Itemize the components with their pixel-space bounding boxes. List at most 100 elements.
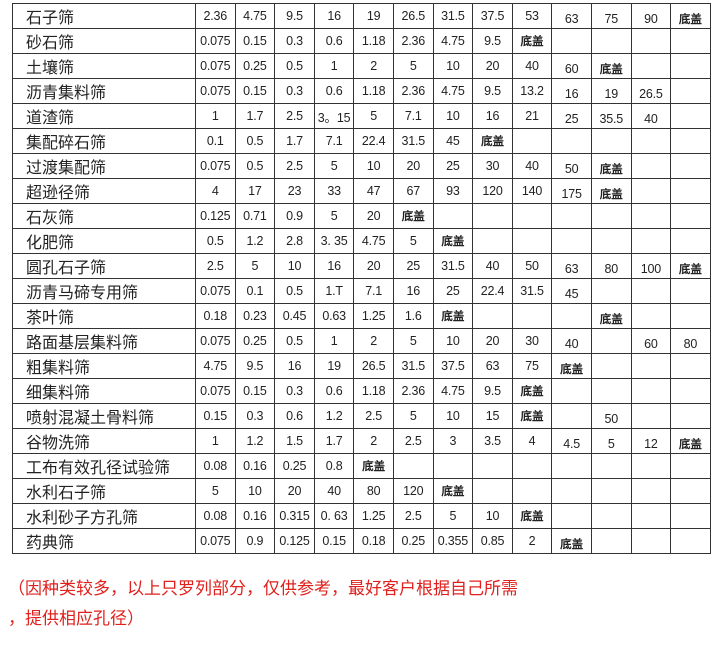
table-row: 路面基层集料筛 0.075 0.25 0.5 1 2 5 10 20 30 40 60 80: [12, 328, 711, 354]
aperture-cell: 5: [392, 403, 434, 429]
aperture-cell: [590, 478, 632, 504]
aperture-cell: 40: [472, 253, 513, 279]
aperture-cell: [551, 28, 592, 54]
aperture-cell: 9.5: [472, 78, 513, 104]
aperture-cell: 7.1: [392, 103, 434, 129]
aperture-cell: [432, 203, 474, 229]
aperture-cell: 3.5: [472, 428, 513, 454]
table-row: 工布有效孔径试验筛 0.08 0.16 0.25 0.8 底盖: [12, 453, 711, 479]
aperture-cell: 0.3: [274, 78, 315, 104]
aperture-cell: 35.5: [590, 103, 632, 129]
aperture-cell: [590, 203, 632, 229]
aperture-cell: 5: [353, 103, 394, 129]
aperture-cell: [551, 403, 592, 429]
aperture-cell: 0.3: [274, 28, 315, 54]
aperture-cell: [590, 228, 632, 254]
aperture-cell: [590, 528, 632, 554]
aperture-cell: 9.5: [472, 28, 513, 54]
aperture-cell: [630, 228, 672, 254]
aperture-cell: 0.5: [234, 153, 276, 179]
aperture-cell: [472, 453, 513, 479]
aperture-cell: 2.5: [274, 153, 315, 179]
aperture-cell: 0.3: [274, 378, 315, 404]
aperture-cell: 底盖: [590, 153, 632, 179]
aperture-cell: 1: [313, 53, 355, 79]
aperture-cell: 25: [551, 103, 592, 129]
aperture-cell: 75: [590, 3, 632, 29]
aperture-cell: 2: [353, 428, 394, 454]
aperture-cell: [670, 153, 711, 179]
aperture-cell: 10: [353, 153, 394, 179]
sieve-type-name: 土壤筛: [12, 53, 196, 79]
aperture-cell: [511, 478, 553, 504]
aperture-cell: 13.2: [511, 78, 553, 104]
aperture-cell: 0.075: [195, 378, 236, 404]
aperture-cell: 67: [392, 178, 434, 204]
aperture-cell: 31.5: [432, 3, 474, 29]
table-row: 道渣筛 1 1.7 2.5 3。15 5 7.1 10 16 21 25 35.5 40: [12, 103, 711, 129]
aperture-cell: [472, 228, 513, 254]
aperture-cell: 1.25: [353, 303, 394, 329]
aperture-cell: 175: [551, 178, 592, 204]
aperture-cell: 60: [630, 328, 672, 354]
aperture-cell: 0.075: [195, 78, 236, 104]
sieve-type-name: 圆孔石子筛: [12, 253, 196, 279]
aperture-cell: 63: [551, 253, 592, 279]
sieve-type-name: 茶叶筛: [12, 303, 196, 329]
aperture-cell: 17: [234, 178, 276, 204]
aperture-cell: 底盖: [432, 228, 474, 254]
aperture-cell: 1.18: [353, 378, 394, 404]
table-row: 过渡集配筛 0.075 0.5 2.5 5 10 20 25 30 40 50 底盖: [12, 153, 711, 179]
aperture-cell: 26.5: [353, 353, 394, 379]
aperture-cell: 4.5: [551, 428, 592, 454]
aperture-cell: 0.23: [234, 303, 276, 329]
aperture-cell: 53: [511, 3, 553, 29]
table-row: 谷物洗筛 1 1.2 1.5 1.7 2 2.5 3 3.5 4 4.5 5 12 底盖: [12, 428, 711, 454]
aperture-cell: [511, 303, 553, 329]
aperture-cell: 0.45: [274, 303, 315, 329]
aperture-cell: [630, 353, 672, 379]
sieve-type-name: 砂石筛: [12, 28, 196, 54]
table-row: 沥青马碲专用筛 0.075 0.1 0.5 1.T 7.1 16 25 22.4 31.5 45: [12, 278, 711, 304]
aperture-cell: 2: [511, 528, 553, 554]
aperture-cell: 底盖: [432, 478, 474, 504]
aperture-cell: 9.5: [274, 3, 315, 29]
aperture-cell: 0.6: [313, 78, 355, 104]
aperture-cell: 0.6: [313, 28, 355, 54]
aperture-cell: 0.15: [234, 78, 276, 104]
table-row: 喷射混凝土骨料筛 0.15 0.3 0.6 1.2 2.5 5 10 15 底盖 50: [12, 403, 711, 429]
aperture-cell: 45: [432, 128, 474, 154]
aperture-cell: 31.5: [392, 128, 434, 154]
aperture-cell: 0.075: [195, 328, 236, 354]
aperture-cell: [432, 453, 474, 479]
aperture-cell: 50: [551, 153, 592, 179]
aperture-cell: [630, 178, 672, 204]
aperture-cell: 26.5: [630, 78, 672, 104]
aperture-cell: 0.25: [234, 328, 276, 354]
aperture-cell: [630, 503, 672, 529]
sieve-type-name: 集配碎石筛: [12, 128, 196, 154]
aperture-cell: [630, 378, 672, 404]
aperture-cell: [590, 378, 632, 404]
aperture-cell: 37.5: [432, 353, 474, 379]
aperture-cell: [630, 28, 672, 54]
aperture-cell: 40: [511, 153, 553, 179]
aperture-cell: 0. 63: [313, 503, 355, 529]
aperture-cell: 0.6: [274, 403, 315, 429]
sieve-type-name: 沥青马碲专用筛: [12, 278, 196, 304]
aperture-cell: [630, 203, 672, 229]
sieve-type-name: 喷射混凝土骨料筛: [12, 403, 196, 429]
aperture-cell: [630, 53, 672, 79]
aperture-cell: 1.7: [234, 103, 276, 129]
aperture-cell: 底盖: [511, 378, 553, 404]
table-row: 集配碎石筛 0.1 0.5 1.7 7.1 22.4 31.5 45 底盖: [12, 128, 711, 154]
aperture-cell: 底盖: [392, 203, 434, 229]
aperture-cell: [670, 28, 711, 54]
aperture-cell: 37.5: [472, 3, 513, 29]
aperture-cell: [670, 478, 711, 504]
aperture-cell: 1.2: [313, 403, 355, 429]
sieve-type-name: 药典筛: [12, 528, 196, 554]
aperture-cell: 10: [432, 103, 474, 129]
aperture-cell: 31.5: [392, 353, 434, 379]
aperture-cell: [670, 278, 711, 304]
